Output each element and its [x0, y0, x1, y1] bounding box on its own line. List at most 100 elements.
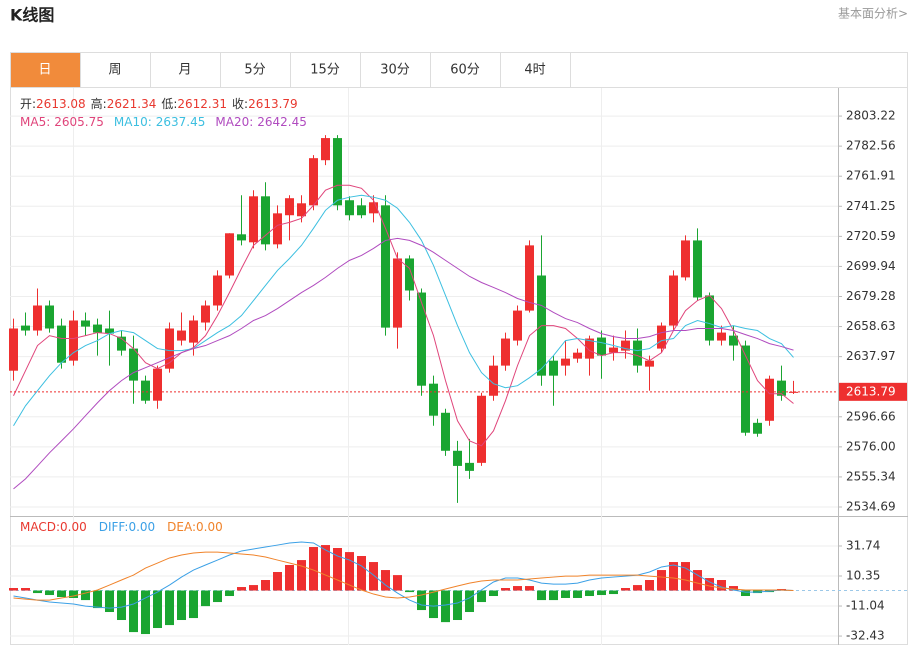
candle-body — [609, 347, 618, 353]
last-price-label: 2613.79 — [846, 384, 896, 398]
candle-body — [573, 352, 582, 359]
candle-body — [765, 378, 774, 421]
candle-body — [165, 328, 174, 369]
macd-bar — [417, 590, 426, 611]
candle-body — [381, 205, 390, 328]
candle-body — [669, 275, 678, 326]
candle-body — [225, 233, 234, 276]
macd-bar — [237, 587, 246, 591]
legend-text: 2642.45 — [257, 115, 307, 129]
candle-body — [489, 365, 498, 396]
candle-body — [117, 336, 126, 351]
candle-body — [21, 325, 30, 331]
macd-bar — [741, 590, 750, 597]
fundamental-link[interactable]: 基本面分析> — [838, 7, 908, 21]
legend-text: 低: — [161, 97, 177, 111]
legend-text: 开: — [20, 97, 36, 111]
candle-body — [57, 325, 66, 363]
candle-body — [9, 328, 18, 371]
tab[interactable] — [10, 52, 81, 88]
chart-frame — [10, 87, 908, 645]
candle-body — [33, 305, 42, 331]
candle-body — [81, 320, 90, 327]
macd-bar — [717, 580, 726, 591]
candle-body — [429, 383, 438, 416]
candle-body — [405, 258, 414, 291]
y-tick-label: 2658.63 — [846, 319, 896, 333]
macd-bar — [261, 580, 270, 591]
y-tick-label: 10.35 — [846, 569, 880, 583]
macd-bar — [657, 570, 666, 591]
candle-body — [681, 240, 690, 278]
legend-text: 0.00 — [196, 520, 223, 534]
candle-body — [621, 340, 630, 351]
candle-body — [453, 450, 462, 466]
macd-bar — [369, 562, 378, 591]
candle-body — [297, 203, 306, 217]
candle-body — [213, 275, 222, 306]
macd-bar — [345, 552, 354, 591]
candle-body — [261, 196, 270, 245]
y-tick-label: 2761.91 — [846, 169, 896, 183]
y-tick-label: -32.43 — [846, 629, 885, 643]
macd-bar — [129, 590, 138, 633]
tab-label[interactable]: 月 — [178, 63, 191, 78]
macd-bar — [633, 585, 642, 591]
legend-text: 收: — [232, 97, 248, 111]
y-tick-label: 2741.25 — [846, 199, 896, 213]
macd-bar — [93, 590, 102, 609]
candle-body — [129, 348, 138, 381]
legend-text: MA5: — [20, 115, 50, 129]
macd-bar — [9, 588, 18, 591]
candle-body — [657, 325, 666, 349]
tab-label[interactable]: 4时 — [524, 63, 545, 78]
tab-label[interactable]: 周 — [108, 63, 121, 78]
macd-bar — [81, 590, 90, 601]
macd-bar — [645, 580, 654, 591]
candle-body — [597, 337, 606, 356]
y-tick-label: 2555.34 — [846, 469, 896, 483]
tab-label[interactable]: 60分 — [450, 63, 480, 78]
macd-bar — [585, 590, 594, 597]
tab-label[interactable]: 15分 — [310, 63, 340, 78]
tab[interactable] — [80, 52, 151, 88]
candle-body — [285, 198, 294, 216]
macd-bar — [693, 570, 702, 591]
tab-label[interactable]: 30分 — [380, 63, 410, 78]
candle-body — [177, 330, 186, 341]
candle-body — [153, 368, 162, 401]
macd-bar — [309, 547, 318, 591]
candle-body — [105, 328, 114, 334]
legend-text: DIFF: — [99, 520, 129, 534]
macd-bar — [297, 560, 306, 591]
macd-bar — [513, 586, 522, 591]
macd-bar — [621, 588, 630, 591]
macd-bar — [477, 590, 486, 603]
candle-body — [441, 412, 450, 451]
macd-bar — [105, 590, 114, 613]
tab[interactable] — [290, 52, 361, 88]
candle-body — [729, 335, 738, 346]
macd-bar — [321, 545, 330, 591]
macd-bar — [33, 590, 42, 594]
candle-body — [357, 205, 366, 216]
candle-body — [465, 462, 474, 471]
macd-bar — [489, 590, 498, 597]
tabs: 日 周 月 5分 15分 30分 60分 4时 — [10, 52, 571, 88]
legend-text: 高: — [91, 96, 107, 111]
candle-body — [237, 234, 246, 241]
candle-body — [477, 395, 486, 463]
candle-body — [189, 320, 198, 343]
macd-bar — [429, 590, 438, 619]
macd-bar — [597, 590, 606, 596]
candle-body — [753, 422, 762, 434]
tab-label[interactable]: 日 — [38, 63, 51, 78]
macd-legend: MACD:0.00 DIFF:0.00 DEA:0.00 — [20, 520, 223, 534]
tab[interactable] — [430, 52, 501, 88]
tab-label[interactable]: 5分 — [244, 63, 265, 78]
macd-bar — [561, 590, 570, 598]
macd-bar — [405, 590, 414, 593]
candle-body — [369, 202, 378, 214]
macd-bar — [21, 588, 30, 591]
ma-line — [13, 194, 794, 426]
